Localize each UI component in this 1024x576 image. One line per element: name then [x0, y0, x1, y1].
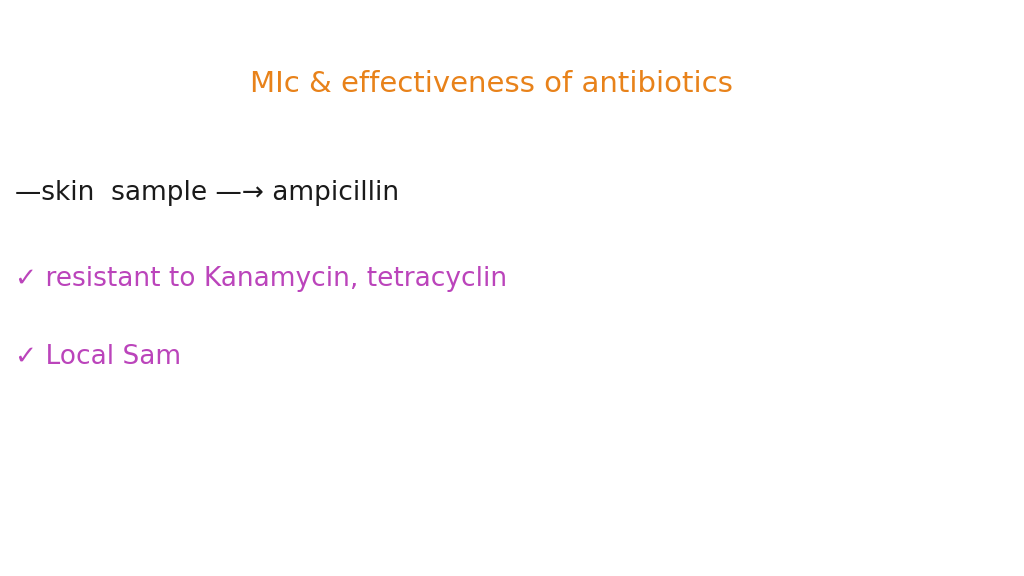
Text: ✓ Local Sam: ✓ Local Sam	[15, 344, 181, 370]
Text: ✓ resistant to Kanamycin, tetracyclin: ✓ resistant to Kanamycin, tetracyclin	[15, 266, 508, 293]
Text: MIc & effectiveness of antibiotics: MIc & effectiveness of antibiotics	[250, 70, 733, 97]
Text: —skin  sample —→ ampicillin: —skin sample —→ ampicillin	[15, 180, 399, 206]
